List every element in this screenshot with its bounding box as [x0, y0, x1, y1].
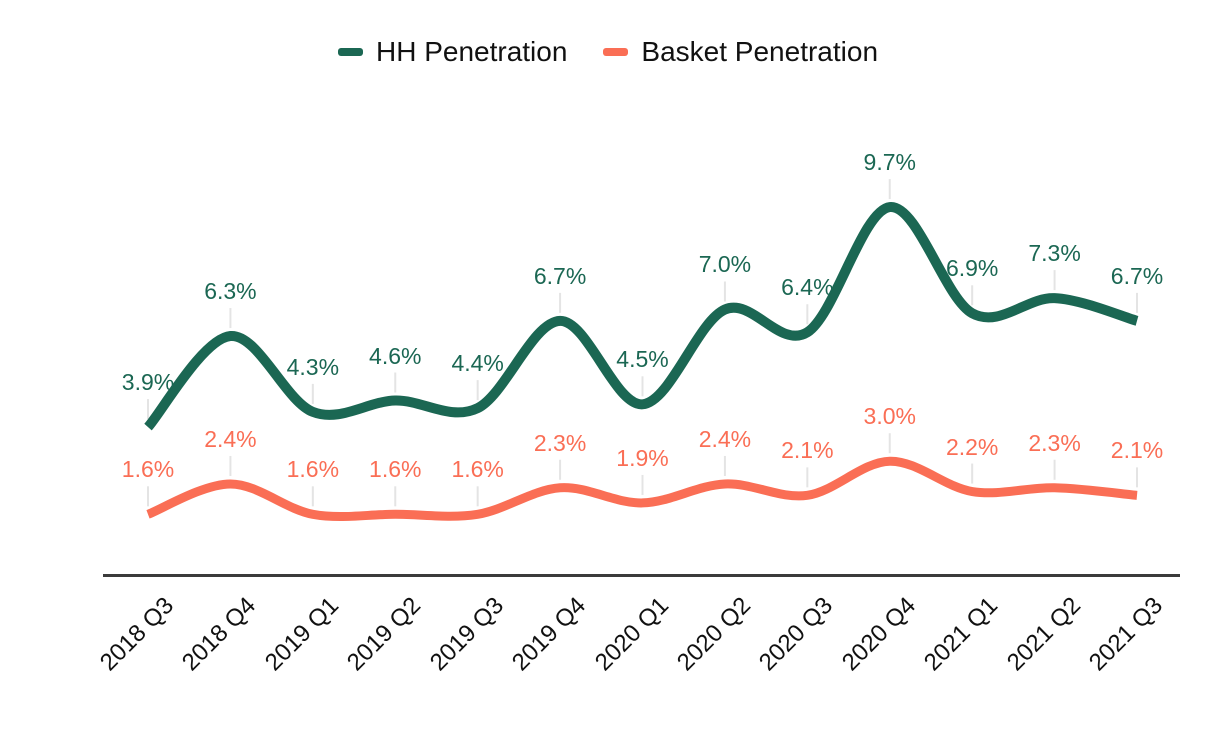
basket-penetration-data-label: 2.2% [945, 433, 999, 460]
legend-item-hh-penetration[interactable]: HH Penetration [337, 36, 568, 68]
basket-penetration-data-label: 1.6% [121, 456, 175, 483]
basket-penetration-data-label: 2.4% [204, 425, 257, 452]
hh-penetration-data-label: 4.4% [451, 350, 504, 377]
hh-penetration-line [144, 202, 1139, 431]
basket-penetration-line [146, 456, 1138, 522]
basket-penetration-data-label: 2.1% [781, 437, 834, 464]
hh-penetration-data-label: 7.3% [1028, 240, 1081, 267]
basket-penetration-data-label: 2.4% [698, 425, 752, 452]
hh-penetration-data-label: 7.0% [698, 251, 752, 278]
basket-penetration-data-label: 2.3% [533, 429, 587, 456]
legend-item-basket-penetration[interactable]: Basket Penetration [603, 36, 878, 68]
hh-penetration-data-label: 6.4% [781, 274, 834, 301]
hh-penetration-data-label: 3.9% [121, 369, 175, 396]
basket-penetration-swatch-icon [603, 48, 629, 56]
hh-penetration-data-label: 6.3% [204, 278, 257, 305]
basket-penetration-data-label: 3.0% [863, 403, 916, 430]
basket-penetration-data-label: 1.6% [369, 456, 422, 483]
hh-penetration-swatch-icon [337, 48, 363, 56]
hh-penetration-data-label: 6.9% [945, 255, 999, 282]
basket-penetration-data-label: 2.1% [1110, 437, 1164, 464]
basket-penetration-data-label: 1.6% [286, 456, 340, 483]
basket-penetration-data-label: 1.6% [451, 456, 504, 483]
hh-penetration-data-label: 4.6% [369, 342, 422, 369]
legend-label-basket-penetration: Basket Penetration [641, 36, 879, 67]
basket-penetration-data-label: 1.9% [616, 444, 669, 471]
legend-label-hh-penetration: HH Penetration [375, 36, 568, 67]
hh-penetration-data-label: 6.7% [533, 262, 587, 289]
hh-penetration-data-label: 9.7% [863, 149, 916, 176]
basket-penetration-data-label: 2.3% [1028, 429, 1081, 456]
chart-legend: HH Penetration Basket Penetration [0, 36, 1216, 68]
hh-penetration-data-label: 4.5% [616, 346, 669, 373]
hh-penetration-data-label: 6.7% [1110, 262, 1164, 289]
hh-penetration-data-label: 4.3% [286, 353, 340, 380]
